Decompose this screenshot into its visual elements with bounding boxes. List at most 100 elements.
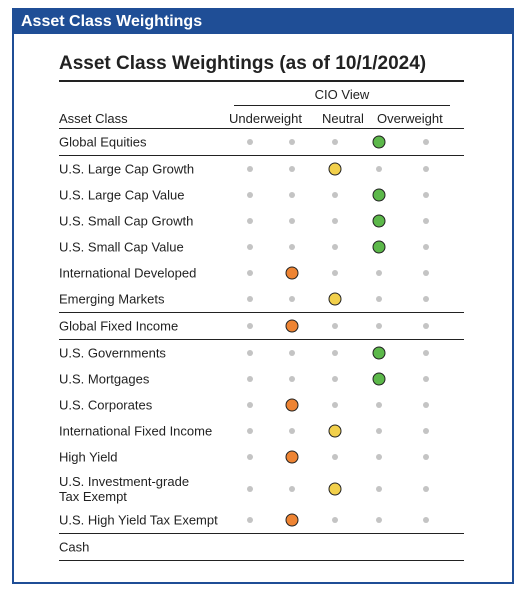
empty-rating-dot: [247, 192, 253, 198]
empty-rating-dot: [423, 428, 429, 434]
empty-rating-dot: [376, 428, 382, 434]
table-row: Emerging Markets: [59, 286, 464, 313]
asset-class-label: U.S. Corporates: [59, 397, 153, 413]
table-row: U.S. High Yield Tax Exempt: [59, 507, 464, 534]
rating-marker-green: [372, 188, 386, 202]
rating-marker-orange: [285, 513, 299, 527]
rating-marker-green: [372, 214, 386, 228]
empty-rating-dot: [247, 270, 253, 276]
empty-rating-dot: [423, 485, 429, 492]
empty-rating-dot: [289, 218, 295, 224]
empty-rating-dot: [332, 402, 338, 408]
table-row: U.S. Investment-grade Tax Exempt: [59, 470, 464, 507]
cio-view-header: CIO View: [59, 82, 464, 106]
empty-rating-dot: [376, 296, 382, 302]
rating-marker-green: [372, 135, 386, 149]
asset-class-label: High Yield: [59, 449, 118, 465]
empty-rating-dot: [423, 296, 429, 302]
asset-class-label: U.S. Investment-grade Tax Exempt: [59, 473, 190, 504]
empty-rating-dot: [289, 192, 295, 198]
empty-rating-dot: [289, 376, 295, 382]
empty-rating-dot: [247, 139, 253, 145]
empty-rating-dot: [332, 139, 338, 145]
cio-view-label: CIO View: [314, 87, 370, 102]
empty-rating-dot: [376, 517, 382, 523]
asset-class-label: U.S. Large Cap Growth: [59, 161, 195, 177]
rating-marker-orange: [285, 450, 299, 464]
rating-marker-green: [372, 346, 386, 360]
empty-rating-dot: [376, 402, 382, 408]
table-row: U.S. Small Cap Value: [59, 234, 464, 260]
overweight-header: Overweight: [377, 111, 443, 126]
empty-rating-dot: [332, 376, 338, 382]
asset-class-label: U.S. Large Cap Value: [59, 187, 185, 203]
empty-rating-dot: [247, 218, 253, 224]
rating-marker-yellow: [328, 482, 342, 495]
rating-marker-orange: [285, 319, 299, 333]
empty-rating-dot: [247, 376, 253, 382]
empty-rating-dot: [289, 428, 295, 434]
rating-marker-yellow: [328, 424, 342, 438]
cio-view-rule: [234, 105, 450, 106]
asset-class-label: U.S. Small Cap Value: [59, 239, 184, 255]
title-rule: [59, 80, 464, 82]
asset-class-label: International Fixed Income: [59, 423, 213, 439]
empty-rating-dot: [423, 270, 429, 276]
table-row: International Developed: [59, 260, 464, 286]
empty-rating-dot: [247, 454, 253, 460]
empty-rating-dot: [332, 218, 338, 224]
empty-rating-dot: [423, 454, 429, 460]
underweight-header: Underweight: [229, 111, 302, 126]
empty-rating-dot: [332, 270, 338, 276]
table-row: U.S. Large Cap Value: [59, 182, 464, 208]
empty-rating-dot: [376, 323, 382, 329]
empty-rating-dot: [247, 166, 253, 172]
empty-rating-dot: [247, 323, 253, 329]
table-body: Global Equities U.S. Large Cap Growth U.S.…: [59, 129, 464, 561]
asset-class-label: U.S. Governments: [59, 345, 166, 361]
weightings-table: Asset Class Weightings (as of 10/1/2024)…: [59, 50, 464, 561]
empty-rating-dot: [289, 350, 295, 356]
table-title: Asset Class Weightings (as of 10/1/2024): [59, 53, 427, 74]
asset-class-label: U.S. High Yield Tax Exempt: [59, 512, 218, 528]
asset-class-header: Asset Class: [59, 111, 128, 126]
asset-class-label: Cash: [59, 539, 90, 555]
table-row: U.S. Large Cap Growth: [59, 156, 464, 182]
rating-marker-green: [372, 372, 386, 386]
empty-rating-dot: [423, 323, 429, 329]
empty-rating-dot: [332, 244, 338, 250]
empty-rating-dot: [423, 192, 429, 198]
asset-class-label: Global Fixed Income: [59, 318, 179, 334]
empty-rating-dot: [247, 244, 253, 250]
empty-rating-dot: [332, 454, 338, 460]
empty-rating-dot: [423, 244, 429, 250]
table-row: U.S. Mortgages: [59, 366, 464, 392]
empty-rating-dot: [423, 139, 429, 145]
table-row: High Yield: [59, 444, 464, 470]
empty-rating-dot: [376, 454, 382, 460]
empty-rating-dot: [332, 192, 338, 198]
rating-marker-orange: [285, 398, 299, 412]
empty-rating-dot: [423, 166, 429, 172]
table-row: U.S. Governments: [59, 340, 464, 366]
panel-banner: Asset Class Weightings: [14, 10, 512, 34]
table-row: Global Fixed Income: [59, 313, 464, 340]
asset-class-label: Global Equities: [59, 134, 147, 150]
empty-rating-dot: [423, 350, 429, 356]
empty-rating-dot: [289, 244, 295, 250]
column-headers: Asset Class Underweight Neutral Overweig…: [59, 106, 464, 129]
empty-rating-dot: [289, 485, 295, 492]
neutral-header: Neutral: [322, 111, 364, 126]
weightings-panel: Asset Class Weightings Asset Class Weigh…: [12, 8, 514, 584]
table-row: U.S. Corporates: [59, 392, 464, 418]
empty-rating-dot: [332, 350, 338, 356]
asset-class-label: U.S. Mortgages: [59, 371, 150, 387]
empty-rating-dot: [376, 270, 382, 276]
empty-rating-dot: [289, 166, 295, 172]
empty-rating-dot: [247, 350, 253, 356]
empty-rating-dot: [423, 218, 429, 224]
asset-class-label: U.S. Small Cap Growth: [59, 213, 194, 229]
empty-rating-dot: [247, 428, 253, 434]
empty-rating-dot: [247, 296, 253, 302]
rating-marker-yellow: [328, 162, 342, 176]
